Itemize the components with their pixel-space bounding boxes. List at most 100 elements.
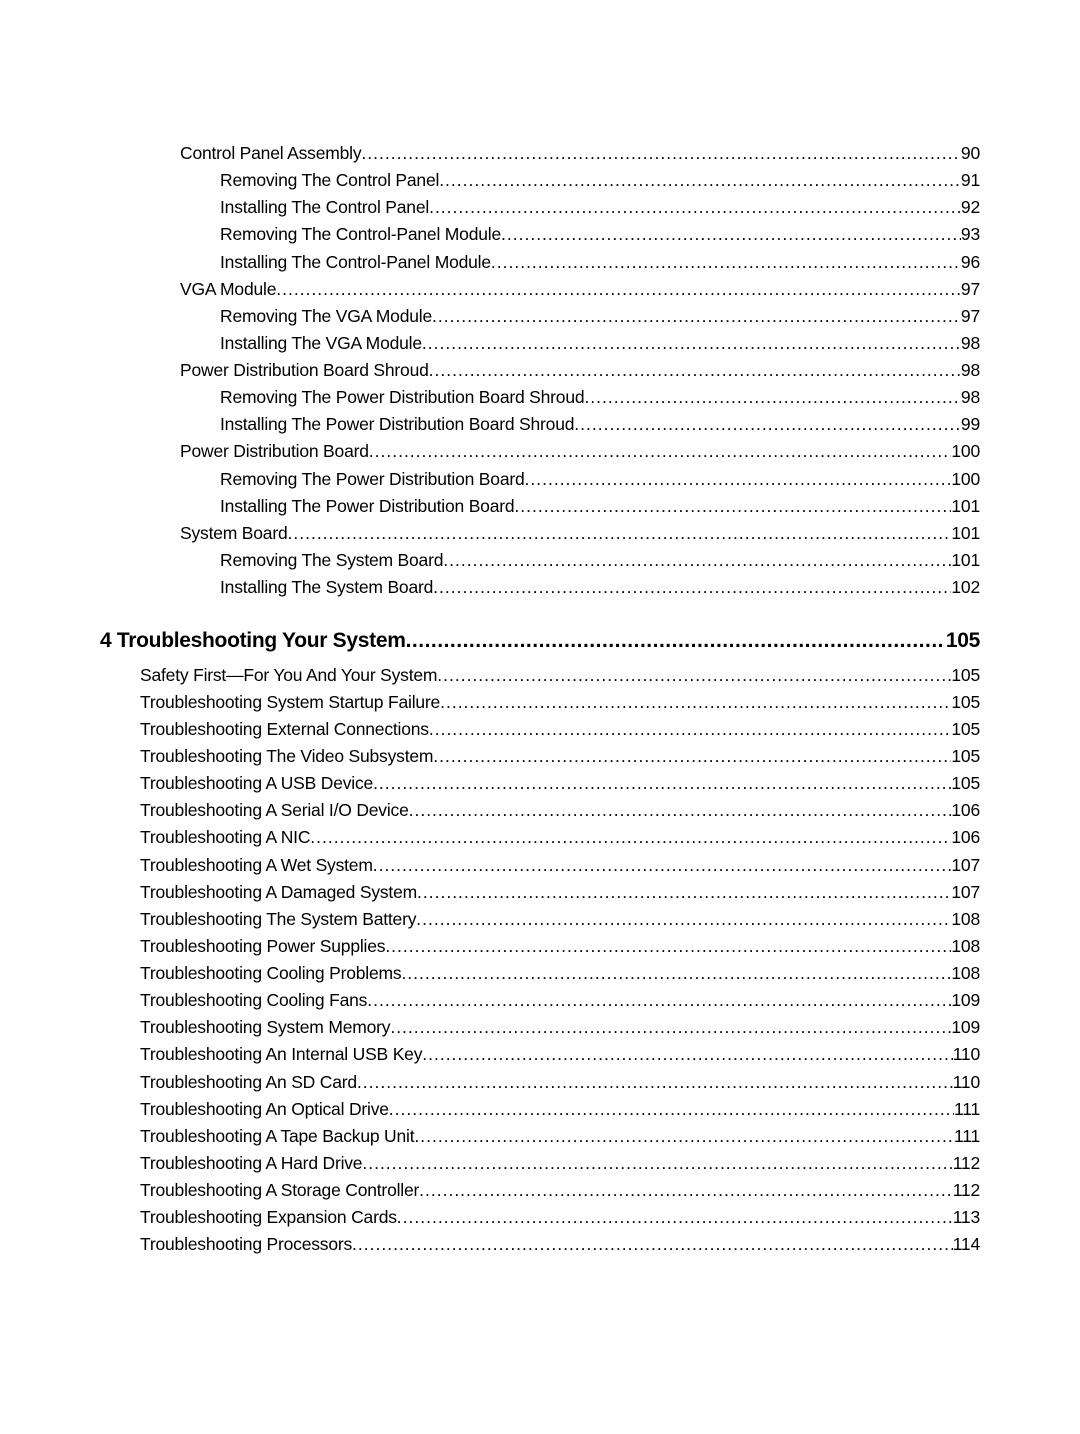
toc-entry: Removing The VGA Module 97: [100, 303, 980, 330]
toc-entry-title: Troubleshooting Cooling Fans: [140, 987, 367, 1014]
toc-entry-page: 91: [961, 167, 980, 194]
toc-entry-title: Troubleshooting A USB Device: [140, 770, 373, 797]
toc-entry: Removing The Control-Panel Module93: [100, 221, 980, 248]
toc-leader-dots: [419, 1177, 953, 1204]
toc-entry: Troubleshooting Processors114: [100, 1231, 980, 1258]
toc-leader-dots: [440, 689, 951, 716]
toc-leader-dots: [276, 276, 961, 303]
toc-leader-dots: [397, 1204, 953, 1231]
toc-entry: Troubleshooting Expansion Cards 113: [100, 1204, 980, 1231]
toc-leader-dots: [352, 1231, 953, 1258]
toc-entry: Power Distribution Board100: [100, 438, 980, 465]
toc-entry-page: 105: [951, 689, 980, 716]
toc-entry: Troubleshooting System Startup Failure 10…: [100, 689, 980, 716]
toc-entry-title: Troubleshooting Processors: [140, 1231, 352, 1258]
toc-entry-title: Removing The VGA Module: [220, 303, 432, 330]
toc-entry-title: Troubleshooting A Storage Controller: [140, 1177, 419, 1204]
toc-entry-page: 107: [951, 879, 980, 906]
toc-entry: Removing The Power Distribution Board 100: [100, 466, 980, 493]
toc-leader-dots: [417, 879, 951, 906]
toc-entry: Installing The Control-Panel Module96: [100, 249, 980, 276]
toc-entry-title: Troubleshooting An SD Card: [140, 1069, 357, 1096]
toc-leader-dots: [414, 1123, 954, 1150]
toc-entry-title: Removing The Power Distribution Board: [220, 466, 525, 493]
toc-entry-title: Troubleshooting System Startup Failure: [140, 689, 440, 716]
toc-entry-title: Troubleshooting A Serial I/O Device: [140, 797, 409, 824]
toc-entry-title: System Board: [180, 520, 288, 547]
toc-entry-page: 99: [961, 411, 980, 438]
toc-entry-page: 100: [951, 466, 980, 493]
toc-entry: Control Panel Assembly90: [100, 140, 980, 167]
toc-entry-page: 101: [951, 520, 980, 547]
toc-entry-page: 110: [953, 1069, 980, 1096]
toc-entry: Power Distribution Board Shroud 98: [100, 357, 980, 384]
toc-entry: Troubleshooting A USB Device 105: [100, 770, 980, 797]
toc-entry-page: 98: [961, 357, 980, 384]
toc-entry: System Board 101: [100, 520, 980, 547]
toc-entry-page: 108: [951, 960, 980, 987]
toc-entry-page: 112: [953, 1177, 980, 1204]
toc-entry-page: 105: [944, 625, 980, 658]
toc-leader-dots: [357, 1069, 953, 1096]
toc-entry: Troubleshooting A Serial I/O Device 106: [100, 797, 980, 824]
toc-entry-page: 97: [961, 303, 980, 330]
toc-entry-page: 97: [961, 276, 980, 303]
toc-leader-dots: [433, 574, 951, 601]
toc-entry-title: Troubleshooting A Hard Drive: [140, 1150, 362, 1177]
toc-entry-title: Control Panel Assembly: [180, 140, 361, 167]
toc-entry: Troubleshooting Cooling Problems108: [100, 960, 980, 987]
toc-entry: Troubleshooting A NIC106: [100, 824, 980, 851]
toc-entry: Troubleshooting An SD Card 110: [100, 1069, 980, 1096]
toc-entry-title: Installing The Control-Panel Module: [220, 249, 491, 276]
toc-leader-dots: [525, 466, 952, 493]
toc-entry-title: Troubleshooting System Memory: [140, 1014, 390, 1041]
toc-entry-page: 101: [951, 547, 980, 574]
toc-entry: Troubleshooting Power Supplies108: [100, 933, 980, 960]
toc-entry: Safety First—For You And Your System105: [100, 662, 980, 689]
toc-entry-title: Troubleshooting The System Battery: [140, 906, 416, 933]
toc-leader-dots: [574, 411, 961, 438]
toc-entry: Troubleshooting External Connections105: [100, 716, 980, 743]
toc-entry-page: 108: [951, 933, 980, 960]
toc-leader-dots: [373, 770, 951, 797]
toc-leader-dots: [369, 438, 952, 465]
toc-entry-page: 106: [951, 797, 980, 824]
toc-entry-page: 102: [951, 574, 980, 601]
toc-leader-dots: [373, 852, 952, 879]
toc-entry-title: Installing The System Board: [220, 574, 433, 601]
toc-entry: Removing The System Board101: [100, 547, 980, 574]
toc-entry-title: Troubleshooting A Wet System: [140, 852, 373, 879]
toc-leader-dots: [429, 194, 961, 221]
toc-leader-dots: [361, 140, 961, 167]
toc-entry: Installing The VGA Module98: [100, 330, 980, 357]
toc-entry: Installing The Control Panel92: [100, 194, 980, 221]
toc-leader-dots: [406, 625, 944, 658]
toc-leader-dots: [491, 249, 961, 276]
toc-entry-title: Troubleshooting An Internal USB Key: [140, 1041, 422, 1068]
toc-leader-dots: [429, 357, 961, 384]
toc-entry: Installing The System Board 102: [100, 574, 980, 601]
toc-entry-page: 112: [953, 1150, 980, 1177]
toc-entry-page: 98: [961, 330, 980, 357]
toc-entry-title: Troubleshooting A Tape Backup Unit: [140, 1123, 414, 1150]
toc-entry-title: Installing The Power Distribution Board …: [220, 411, 574, 438]
toc-leader-dots: [443, 547, 951, 574]
toc-entry-page: 101: [951, 493, 980, 520]
toc-leader-dots: [422, 1041, 952, 1068]
toc-entry-page: 98: [961, 384, 980, 411]
toc-entry-page: 113: [953, 1204, 980, 1231]
toc-entry-page: 108: [951, 906, 980, 933]
toc-entry: Troubleshooting The Video Subsystem105: [100, 743, 980, 770]
toc-entry-title: Troubleshooting Expansion Cards: [140, 1204, 397, 1231]
toc-entry-page: 105: [951, 770, 980, 797]
toc-entry: Removing The Power Distribution Board Sh…: [100, 384, 980, 411]
toc-entry-title: Power Distribution Board Shroud: [180, 357, 429, 384]
toc-entry-title: Removing The Control Panel: [220, 167, 439, 194]
toc-entry: Troubleshooting A Wet System 107: [100, 852, 980, 879]
toc-entry-title: Removing The Control-Panel Module: [220, 221, 501, 248]
toc-leader-dots: [389, 1096, 954, 1123]
toc-entry: Troubleshooting An Optical Drive111: [100, 1096, 980, 1123]
toc-entry-page: 107: [951, 852, 980, 879]
toc-entry: Troubleshooting The System Battery 108: [100, 906, 980, 933]
toc-leader-dots: [437, 662, 951, 689]
